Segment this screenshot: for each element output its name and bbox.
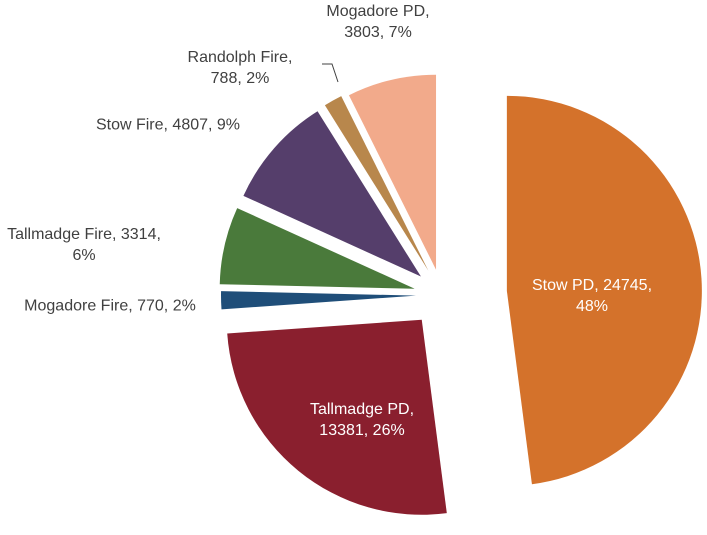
data-label: Mogadore PD, 3803, 7%	[326, 3, 430, 41]
pie-slice	[227, 319, 447, 515]
pie-slice	[221, 291, 417, 310]
pie-slice	[506, 95, 702, 485]
pie-slice	[348, 74, 437, 270]
data-label: Tallmadge PD, 13381, 26%	[309, 401, 415, 439]
leader-line	[322, 63, 339, 83]
pie-slice	[324, 96, 429, 271]
data-label: Tallmadge Fire, 3314, 6%	[7, 226, 161, 264]
data-label: Randolph Fire, 788, 2%	[187, 49, 293, 87]
data-label: Stow Fire, 4807, 9%	[95, 116, 241, 134]
data-label: Mogadore Fire, 770, 2%	[24, 297, 196, 315]
pie-slice	[243, 111, 421, 277]
pie-slice	[219, 208, 415, 289]
data-label: Stow PD, 24745, 48%	[531, 277, 653, 315]
